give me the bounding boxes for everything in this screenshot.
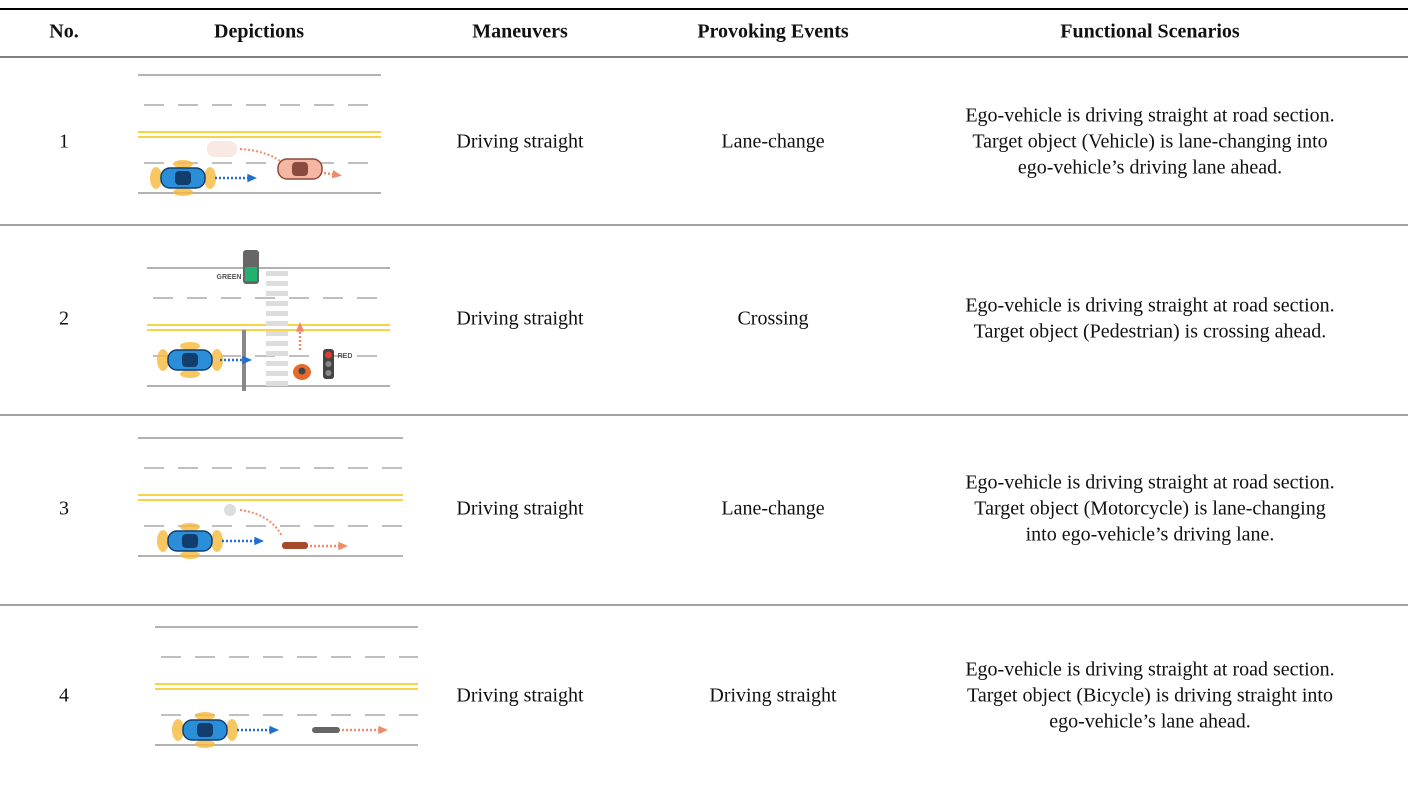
pedestrian-head [299,368,306,375]
car-roof [182,534,198,548]
crosswalk [266,301,288,306]
row-number: 2 [59,308,69,330]
arrow-head [247,174,257,182]
row-number: 3 [59,498,69,520]
sensor-halo [173,160,193,168]
functional-scenario: Target object (Bicycle) is driving strai… [967,685,1333,707]
functional-scenario: Ego-vehicle is driving straight at road … [965,659,1334,681]
sensor-halo [204,167,216,189]
sensor-halo [195,740,215,748]
crosswalk [266,341,288,346]
ghost-motorcycle [224,504,236,516]
sensor-halo [173,188,193,196]
sensor-halo [195,712,215,720]
sensor-halo [180,342,200,350]
crosswalk [266,351,288,356]
depiction [138,75,381,196]
page: No. Depictions Maneuvers Provoking Events Fu… [0,0,1408,789]
crosswalk [266,281,288,286]
arrow-head [242,356,252,364]
sensor-halo [211,530,223,552]
motorcycle [282,542,308,549]
crosswalk [266,321,288,326]
functional-scenario: Ego-vehicle is driving straight at road … [965,105,1334,127]
bicycle [312,727,340,733]
crosswalk [266,311,288,316]
header-cell: No. [49,21,78,43]
green-signal [245,267,257,281]
crosswalk [266,371,288,376]
crosswalk [266,291,288,296]
red-signal [325,352,332,359]
provoking-event: Lane-change [721,131,824,153]
header-cell: Provoking Events [697,21,849,43]
table: No. Depictions Maneuvers Provoking Events Fu… [0,0,1408,789]
maneuver: Driving straight [456,131,584,153]
car-roof [175,171,191,185]
light-label: GREEN [217,274,242,281]
header-cell: Functional Scenarios [1060,21,1240,43]
lane-change-path [240,510,282,536]
light-label: RED [338,353,353,360]
sensor-halo [157,349,169,371]
functional-scenario: Ego-vehicle is driving straight at road … [965,472,1334,494]
signal [326,370,332,376]
arrow-head [338,542,348,550]
depiction: GREEN RED [147,250,390,391]
crosswalk [266,381,288,386]
sensor-halo [172,719,184,741]
sensor-halo [180,523,200,531]
provoking-event: Lane-change [721,498,824,520]
functional-scenario: Target object (Pedestrian) is crossing a… [974,321,1327,343]
sensor-halo [150,167,162,189]
crosswalk [266,271,288,276]
arrow-head [332,170,342,178]
functional-scenario: Ego-vehicle is driving straight at road … [965,295,1334,317]
functional-scenario: ego-vehicle’s driving lane ahead. [1018,157,1282,179]
arrow-head [254,537,264,545]
depiction [155,627,418,748]
arrow-head [296,322,304,332]
header-cell: Depictions [214,21,304,43]
functional-scenario: Target object (Motorcycle) is lane-chang… [974,498,1325,520]
functional-scenario: Target object (Vehicle) is lane-changing… [972,131,1327,153]
signal [326,361,332,367]
maneuver: Driving straight [456,308,584,330]
maneuver: Driving straight [456,685,584,707]
functional-scenario: into ego-vehicle’s driving lane. [1026,524,1275,546]
provoking-event: Crossing [737,308,808,330]
provoking-event: Driving straight [709,685,837,707]
row-number: 1 [59,131,69,153]
crosswalk [266,361,288,366]
maneuver: Driving straight [456,498,584,520]
arrow-head [378,726,388,734]
functional-scenario: ego-vehicle’s lane ahead. [1049,711,1251,733]
row-number: 4 [59,685,69,707]
sensor-halo [180,551,200,559]
ghost-car [207,141,237,157]
arrow-head [269,726,279,734]
sensor-halo [157,530,169,552]
crosswalk [266,331,288,336]
car-roof [292,162,308,176]
sensor-halo [180,370,200,378]
car-roof [197,723,213,737]
car-roof [182,353,198,367]
sensor-halo [226,719,238,741]
depiction [138,438,403,559]
header-cell: Maneuvers [472,21,568,43]
